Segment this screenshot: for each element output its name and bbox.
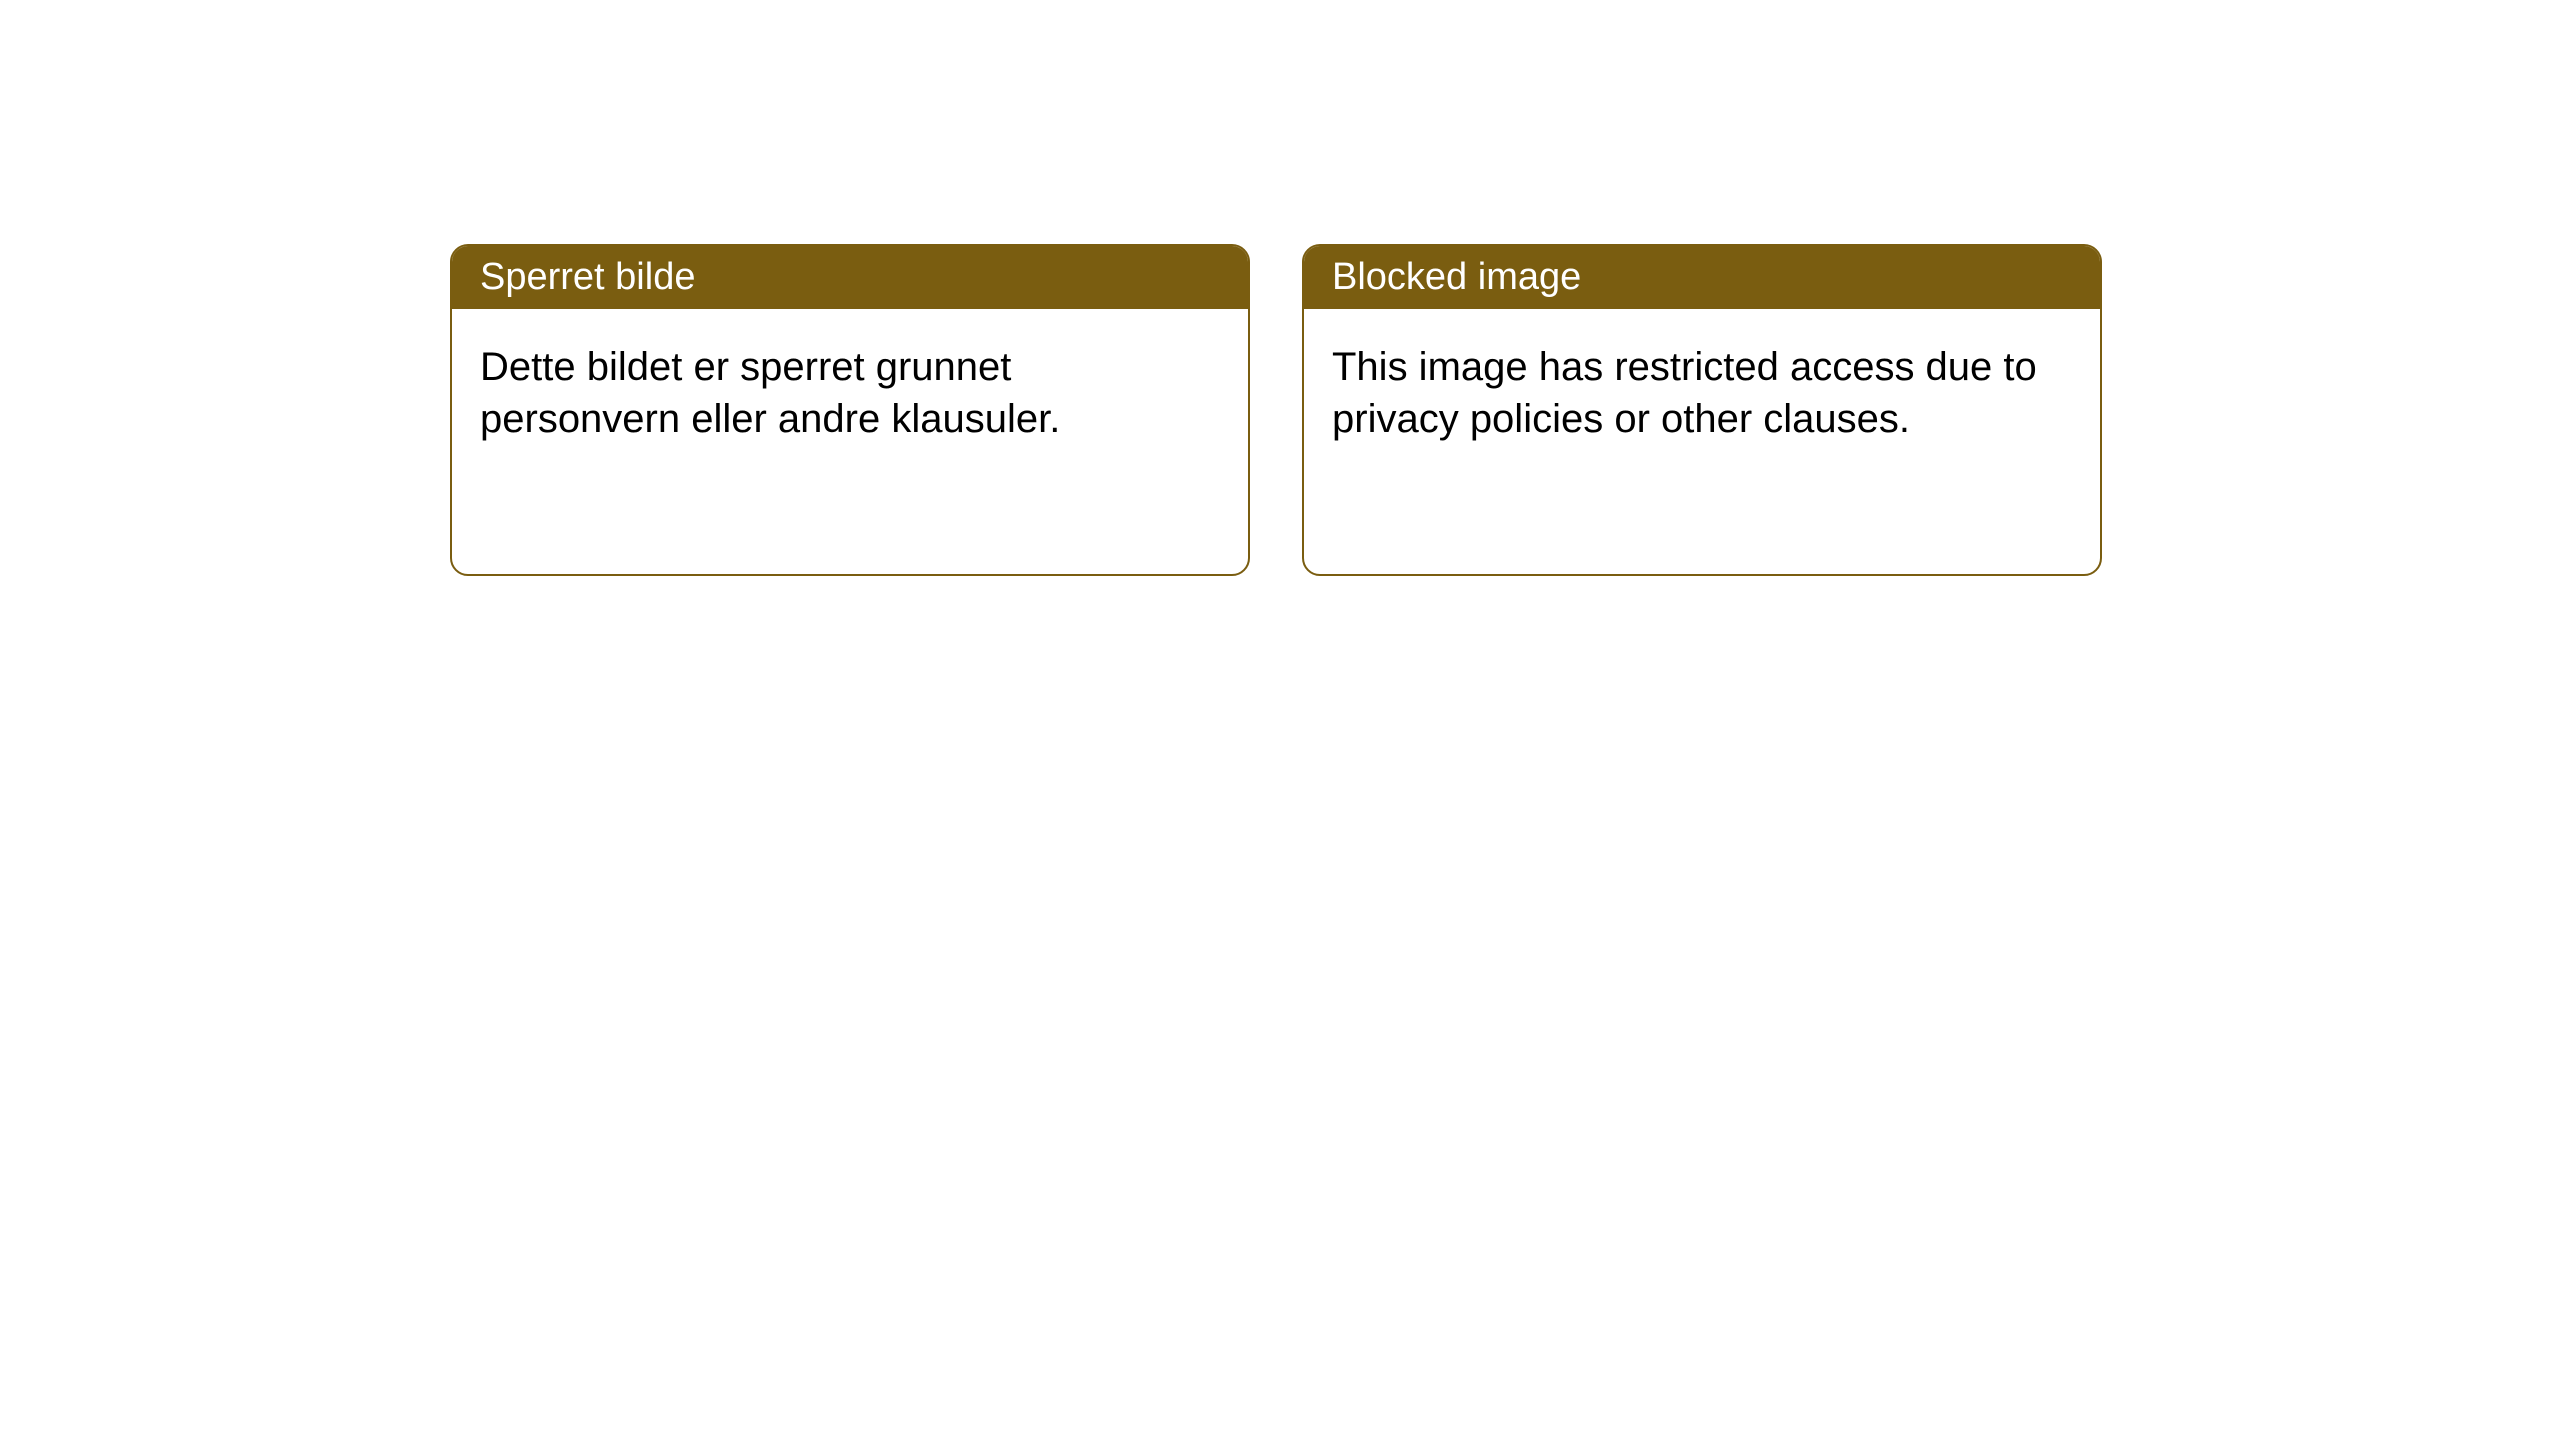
notice-body: This image has restricted access due to … — [1304, 309, 2100, 477]
notice-text: Dette bildet er sperret grunnet personve… — [480, 345, 1060, 441]
notice-card-english: Blocked image This image has restricted … — [1302, 244, 2102, 576]
notice-container: Sperret bilde Dette bildet er sperret gr… — [0, 0, 2560, 576]
notice-title: Blocked image — [1332, 256, 1581, 298]
notice-text: This image has restricted access due to … — [1332, 345, 2037, 441]
notice-body: Dette bildet er sperret grunnet personve… — [452, 309, 1248, 477]
notice-card-norwegian: Sperret bilde Dette bildet er sperret gr… — [450, 244, 1250, 576]
notice-header: Blocked image — [1304, 246, 2100, 309]
notice-title: Sperret bilde — [480, 256, 695, 298]
notice-header: Sperret bilde — [452, 246, 1248, 309]
